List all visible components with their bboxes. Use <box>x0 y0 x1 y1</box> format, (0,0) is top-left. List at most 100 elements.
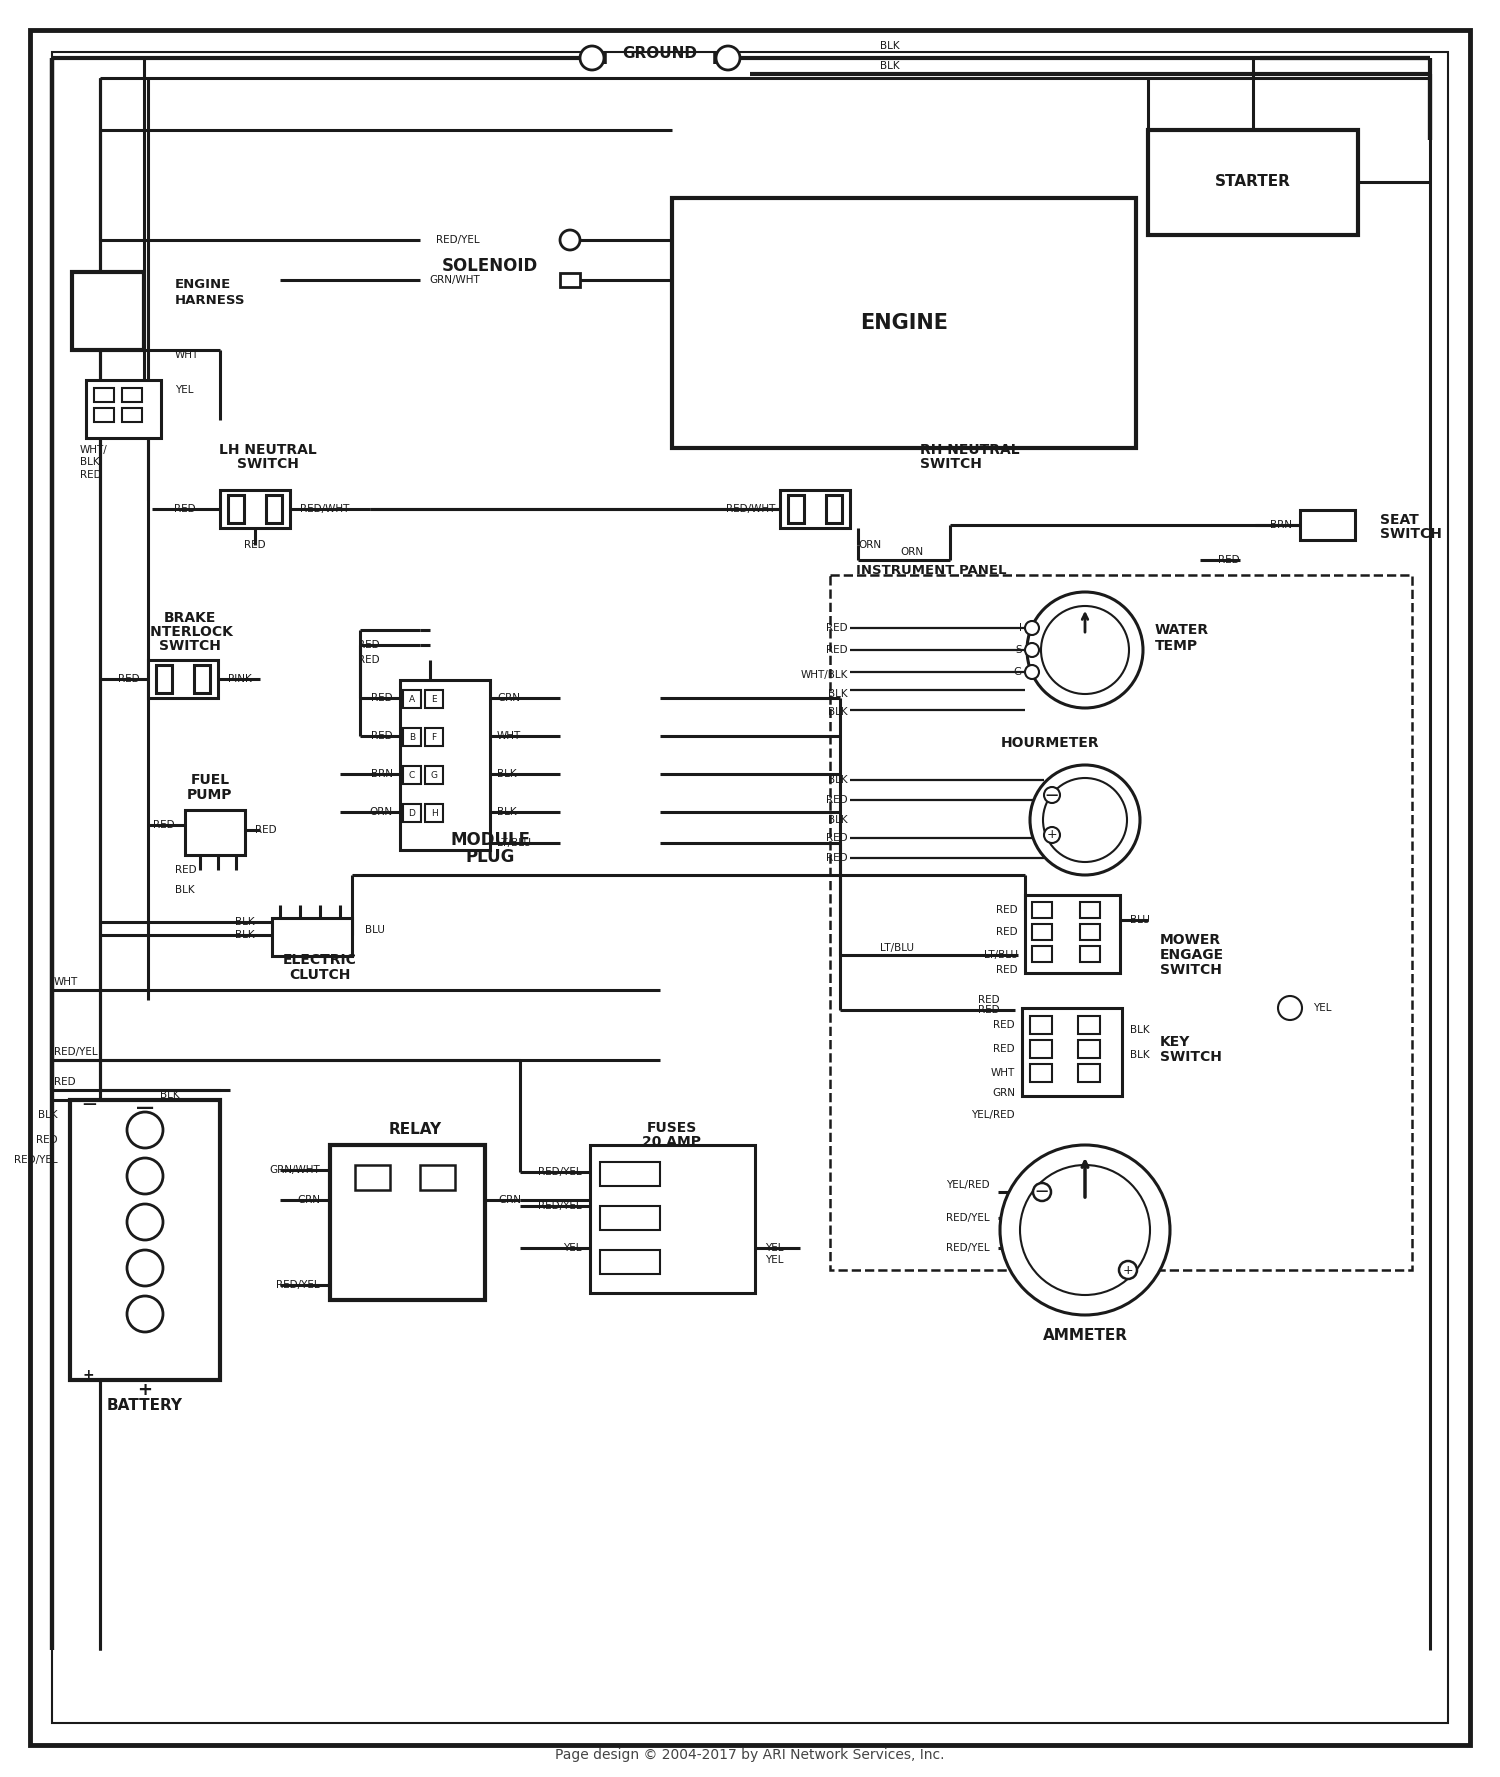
Bar <box>1022 1008 1122 1096</box>
Text: BRN: BRN <box>370 769 393 778</box>
Circle shape <box>128 1159 164 1194</box>
Bar <box>1078 1016 1100 1034</box>
Circle shape <box>1044 787 1060 803</box>
Circle shape <box>716 46 740 69</box>
Text: RED: RED <box>176 865 196 874</box>
Text: LT/BLU: LT/BLU <box>984 951 1018 960</box>
Text: TEMP: TEMP <box>1155 640 1198 652</box>
Bar <box>266 496 282 522</box>
Bar <box>156 665 172 693</box>
Text: BLK: BLK <box>176 885 195 896</box>
Bar <box>1078 1040 1100 1057</box>
Bar <box>220 490 290 528</box>
Bar <box>86 380 160 437</box>
Text: RED: RED <box>54 1077 75 1088</box>
Text: RED: RED <box>978 1006 1000 1015</box>
Bar <box>1030 1040 1051 1057</box>
Text: G: G <box>430 771 438 780</box>
Text: BLU: BLU <box>1130 915 1150 926</box>
Text: E: E <box>430 695 436 704</box>
Circle shape <box>128 1205 164 1240</box>
Text: WHT: WHT <box>176 350 200 361</box>
Text: RELAY: RELAY <box>388 1123 441 1137</box>
Bar <box>672 197 1136 448</box>
Text: RED: RED <box>1218 554 1240 565</box>
Text: BLU: BLU <box>364 926 386 935</box>
Text: RED/WHT: RED/WHT <box>300 505 350 514</box>
Text: RED/YEL: RED/YEL <box>54 1047 98 1057</box>
Text: BLK: BLK <box>828 816 848 825</box>
Text: RED: RED <box>996 965 1018 976</box>
Text: ELECTRIC: ELECTRIC <box>284 952 357 967</box>
Text: RED: RED <box>244 540 266 551</box>
Text: WHT: WHT <box>54 977 78 986</box>
Bar <box>600 1162 660 1185</box>
Bar <box>228 496 244 522</box>
Bar <box>1030 1016 1051 1034</box>
Bar <box>1024 896 1120 974</box>
Bar <box>1080 924 1100 940</box>
Text: SWITCH: SWITCH <box>1160 963 1222 977</box>
Text: B: B <box>410 732 416 741</box>
Circle shape <box>1030 766 1140 874</box>
Bar <box>184 810 244 855</box>
Text: RED: RED <box>827 624 848 633</box>
Bar <box>1030 1064 1051 1082</box>
Text: D: D <box>408 809 416 817</box>
Text: +: + <box>1047 828 1058 842</box>
Bar <box>424 766 442 784</box>
Circle shape <box>580 46 604 69</box>
Text: BLK: BLK <box>828 689 848 698</box>
Text: RED: RED <box>827 645 848 656</box>
Text: BLK: BLK <box>80 457 99 467</box>
Text: SWITCH: SWITCH <box>237 457 298 471</box>
Text: GRN/WHT: GRN/WHT <box>270 1166 320 1175</box>
Text: RED/YEL: RED/YEL <box>538 1201 582 1210</box>
Text: ENGAGE: ENGAGE <box>1160 947 1224 961</box>
Circle shape <box>1024 643 1039 657</box>
Text: WATER: WATER <box>1155 624 1209 636</box>
Text: SWITCH: SWITCH <box>159 640 220 652</box>
Text: RED: RED <box>827 833 848 842</box>
Text: —: — <box>136 1098 154 1118</box>
Text: AMMETER: AMMETER <box>1042 1327 1128 1342</box>
Text: PINK: PINK <box>228 673 252 684</box>
Circle shape <box>1028 592 1143 707</box>
Text: LT/BLU: LT/BLU <box>496 839 531 848</box>
Bar <box>830 576 1412 1271</box>
Bar <box>94 409 114 421</box>
Circle shape <box>1278 995 1302 1020</box>
Text: RED: RED <box>372 730 393 741</box>
Bar <box>404 689 422 707</box>
Text: WHT/: WHT/ <box>80 444 108 455</box>
Text: GRN: GRN <box>498 1194 520 1205</box>
Text: INTERLOCK: INTERLOCK <box>146 626 234 640</box>
Bar <box>600 1207 660 1230</box>
Circle shape <box>128 1249 164 1287</box>
Text: RH NEUTRAL: RH NEUTRAL <box>920 442 1020 457</box>
Text: YEL/RED: YEL/RED <box>946 1180 990 1191</box>
Text: SWITCH: SWITCH <box>1160 1050 1222 1064</box>
Text: LT/BLU: LT/BLU <box>880 944 914 952</box>
Text: WHT: WHT <box>990 1068 1016 1079</box>
Bar <box>1080 903 1100 919</box>
Bar <box>788 496 804 522</box>
Text: C: C <box>410 771 416 780</box>
Text: BLK: BLK <box>496 769 516 778</box>
Text: YEL: YEL <box>176 386 194 394</box>
Text: GRN: GRN <box>297 1194 320 1205</box>
Text: RED: RED <box>372 693 393 704</box>
Text: BLK: BLK <box>160 1089 180 1100</box>
Text: RED: RED <box>827 794 848 805</box>
Text: BLK: BLK <box>880 41 900 52</box>
Circle shape <box>1041 606 1130 695</box>
Bar <box>424 729 442 746</box>
Text: YEL: YEL <box>1312 1002 1332 1013</box>
Text: I: I <box>1019 624 1022 633</box>
Text: FUSES: FUSES <box>646 1121 698 1136</box>
Text: G: G <box>1014 666 1022 677</box>
Text: 20 AMP: 20 AMP <box>642 1136 702 1150</box>
Text: ORN: ORN <box>900 547 924 556</box>
Text: ENGINE: ENGINE <box>859 313 948 332</box>
Bar <box>1032 945 1052 961</box>
